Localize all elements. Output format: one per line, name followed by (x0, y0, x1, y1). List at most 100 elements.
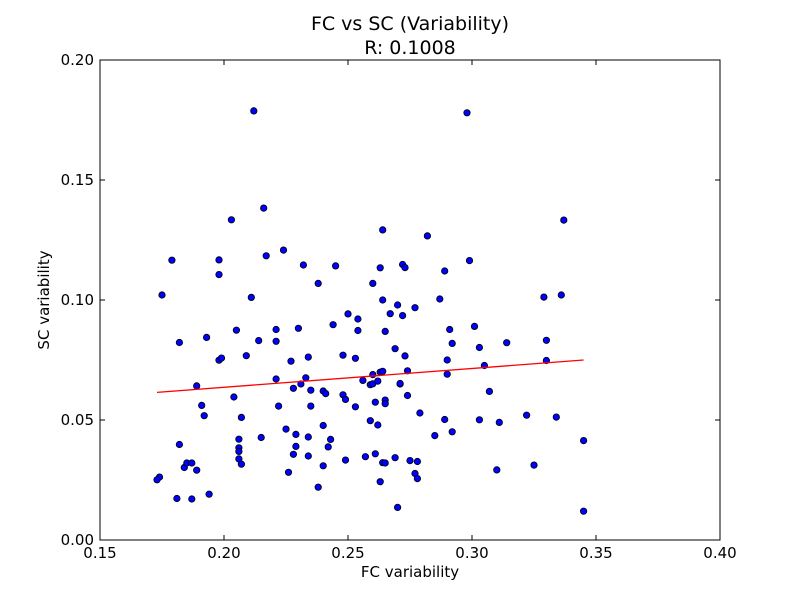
data-point (344, 310, 352, 318)
data-point (495, 418, 503, 426)
data-point (319, 421, 327, 430)
data-point (274, 402, 283, 410)
data-point (262, 252, 270, 260)
chart-title: FC vs SC (Variability) (311, 13, 509, 35)
data-point (406, 456, 414, 465)
data-point (431, 431, 439, 440)
data-point (391, 345, 399, 353)
data-point (441, 415, 449, 424)
data-point (369, 279, 377, 287)
data-point (237, 460, 245, 468)
data-point (294, 324, 302, 332)
data-point (260, 204, 268, 212)
data-point (351, 403, 359, 411)
data-point (413, 474, 421, 483)
data-point (398, 311, 407, 320)
data-point (175, 440, 183, 449)
data-point (359, 376, 367, 384)
data-point (446, 325, 454, 334)
data-point (215, 270, 223, 279)
data-point (341, 456, 350, 464)
data-point (279, 246, 288, 254)
data-point (374, 421, 382, 429)
data-point (198, 401, 206, 409)
data-point (299, 261, 307, 269)
data-point (401, 263, 409, 272)
data-point (540, 293, 548, 301)
data-point (475, 416, 483, 424)
data-point (319, 462, 327, 470)
x-tick-label: 0.30 (455, 544, 488, 562)
x-tick-label: 0.35 (579, 544, 612, 562)
data-point (215, 256, 223, 264)
data-point (379, 367, 387, 375)
data-point (304, 452, 312, 460)
data-point (465, 256, 474, 265)
data-point (173, 494, 181, 503)
data-point (304, 353, 312, 361)
data-point (386, 310, 394, 318)
data-point (557, 291, 565, 299)
data-point (371, 398, 379, 406)
data-point (193, 466, 201, 474)
data-point (292, 430, 300, 438)
data-point (381, 327, 389, 335)
data-point (250, 107, 258, 115)
data-point (255, 336, 263, 345)
data-point (235, 447, 243, 455)
data-point (314, 483, 322, 491)
data-point (503, 339, 511, 347)
data-point (227, 216, 235, 224)
data-point (443, 370, 451, 378)
data-point (530, 461, 538, 469)
data-point (331, 262, 340, 270)
data-point (289, 450, 297, 458)
data-point (403, 391, 412, 400)
data-point (153, 476, 161, 484)
data-point (443, 356, 451, 364)
y-tick-label: 0.10 (61, 291, 94, 309)
data-point (579, 436, 588, 445)
data-point (287, 357, 295, 365)
plot-area (100, 60, 720, 540)
data-point (448, 339, 456, 347)
data-point (411, 304, 419, 312)
x-axis-ticks: 0.15 0.20 0.25 0.30 0.35 0.40 (83, 60, 737, 562)
data-point (324, 443, 332, 451)
data-point (485, 387, 493, 395)
data-point (376, 264, 384, 272)
data-point (436, 295, 444, 303)
data-point (272, 375, 280, 383)
data-point (391, 454, 399, 462)
data-point (413, 457, 421, 466)
data-point (329, 321, 337, 329)
data-point (366, 417, 374, 425)
data-point (235, 435, 243, 443)
data-point (376, 478, 384, 486)
data-point (552, 413, 560, 421)
data-point (217, 354, 226, 362)
y-axis-ticks: 0.00 0.05 0.10 0.15 0.20 (61, 51, 720, 549)
data-point (493, 466, 501, 474)
data-point (322, 389, 330, 398)
data-point (203, 333, 211, 341)
data-point (371, 450, 379, 458)
data-point (361, 453, 369, 461)
data-point (470, 322, 479, 330)
x-tick-label: 0.40 (703, 544, 736, 562)
y-tick-label: 0.15 (61, 171, 94, 189)
data-point (289, 384, 297, 392)
fit-layer (156, 359, 584, 394)
x-tick-label: 0.20 (207, 544, 240, 562)
data-point (542, 336, 551, 344)
data-point (522, 411, 531, 419)
data-point (339, 351, 347, 359)
data-point (168, 256, 176, 264)
data-point (188, 459, 196, 467)
data-point (297, 380, 305, 388)
data-point (257, 433, 265, 442)
data-point (205, 490, 213, 498)
data-point (292, 442, 300, 450)
data-point (230, 393, 238, 401)
x-tick-label: 0.15 (83, 544, 116, 562)
